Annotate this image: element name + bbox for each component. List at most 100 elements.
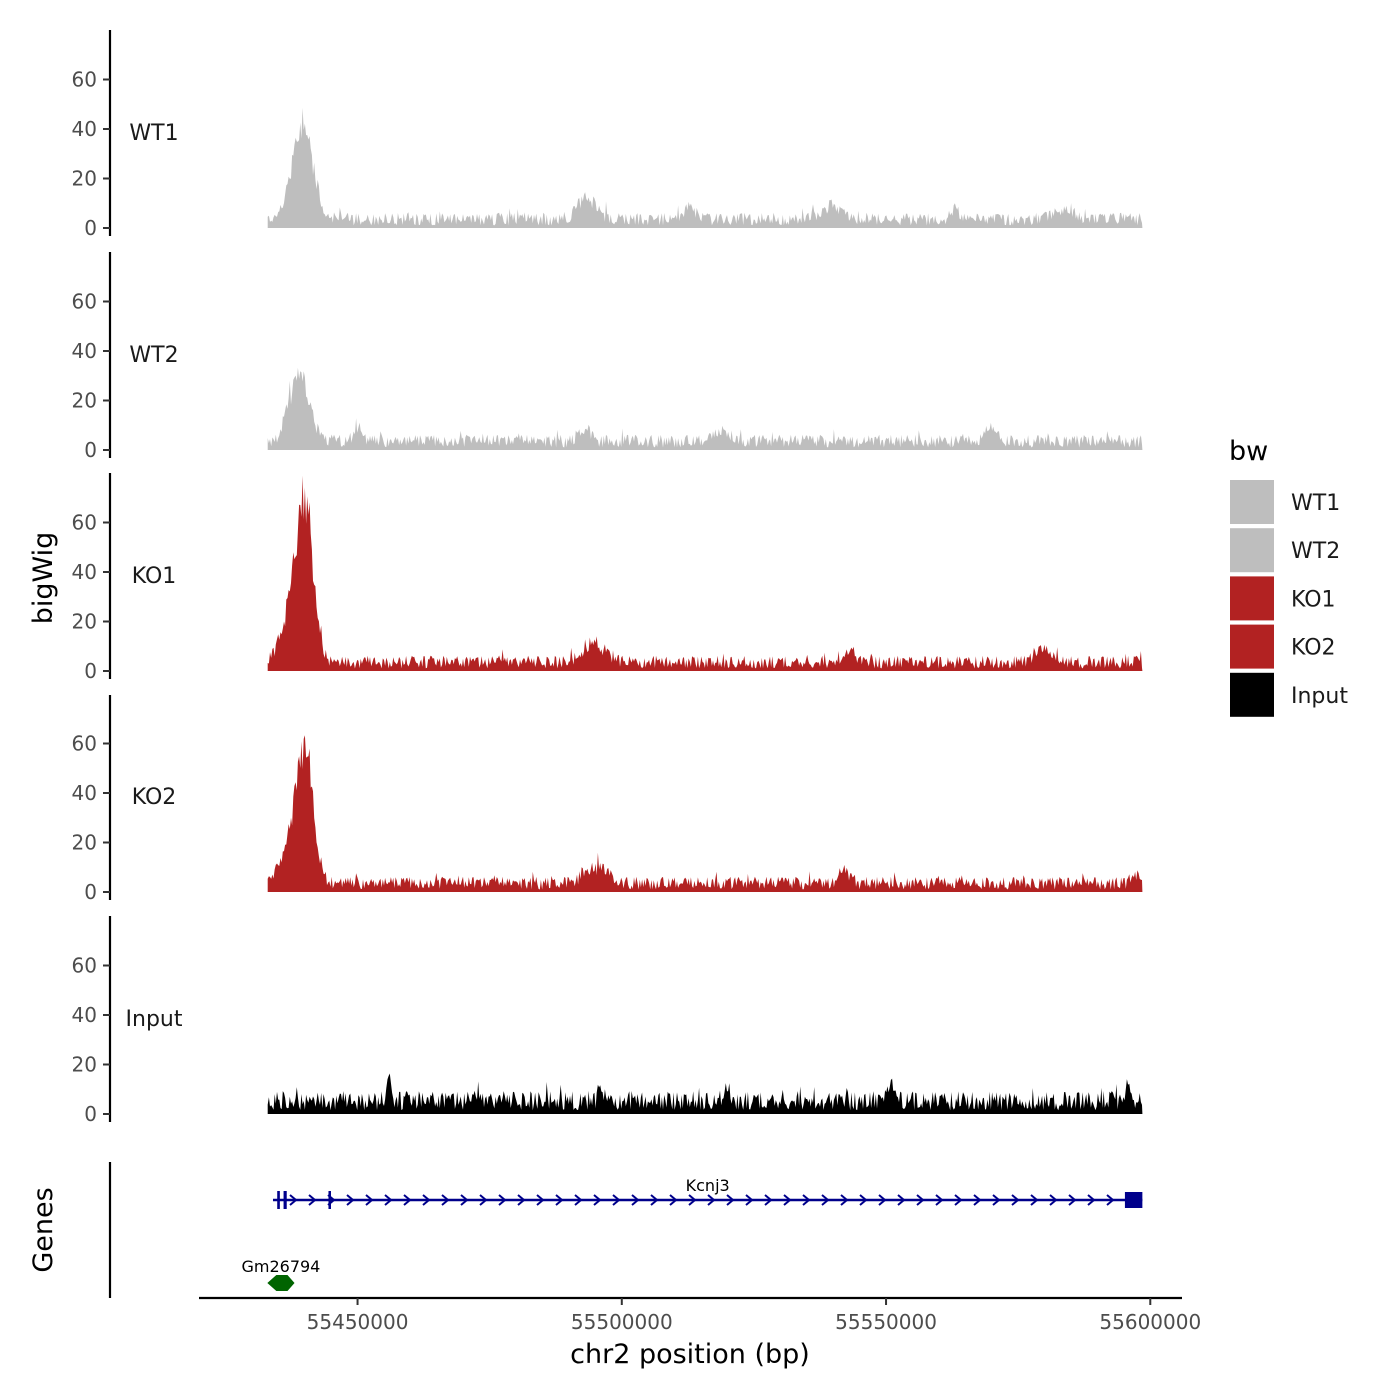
genes-axis-title: Genes — [28, 1187, 59, 1272]
legend-entry-input: Input — [1230, 672, 1348, 717]
legend-label: KO2 — [1291, 636, 1336, 661]
strand-arrow — [726, 1194, 735, 1206]
legend-label: WT1 — [1291, 491, 1340, 516]
track-ko1: 0 20 40 60 KO1 — [72, 473, 1143, 683]
strand-arrow — [384, 1194, 393, 1206]
strand-arrow — [346, 1194, 355, 1206]
strand-arrow — [650, 1194, 659, 1206]
legend-swatch — [1230, 576, 1274, 621]
signal-area-ko1 — [267, 475, 1143, 671]
gene-label: Kcnj3 — [686, 1176, 730, 1195]
legend-entry-wt1: WT1 — [1230, 480, 1340, 524]
legend-label: KO1 — [1291, 587, 1336, 612]
strand-arrow — [954, 1194, 963, 1206]
track-input: 0 20 40 60 Input — [72, 916, 1143, 1126]
track-label: WT2 — [129, 343, 178, 368]
track-label: KO1 — [132, 564, 177, 589]
strand-arrow — [1011, 1194, 1020, 1206]
gene-kcnj3: Kcnj3 — [272, 1176, 1143, 1209]
x-tick-label: 55500000 — [571, 1310, 673, 1334]
y-tick-label: 20 — [72, 610, 97, 634]
strand-arrow — [631, 1194, 640, 1206]
gene-exon — [328, 1191, 331, 1209]
legend: bw WT1 WT2 KO1 KO2 Input — [1229, 436, 1348, 717]
strand-arrow — [745, 1194, 754, 1206]
signal-area-wt2 — [267, 367, 1143, 450]
y-tick-label: 60 — [72, 511, 97, 535]
strand-arrow — [555, 1194, 564, 1206]
y-tick-label: 40 — [72, 781, 97, 805]
strand-arrow — [327, 1194, 336, 1206]
strand-arrow — [498, 1194, 507, 1206]
y-tick-label: 20 — [72, 831, 97, 855]
y-tick-label: 60 — [72, 290, 97, 314]
legend-swatch — [1230, 624, 1274, 669]
genes-panel: Gm26794 Kcnj3 — [108, 1162, 1143, 1298]
strand-arrow — [821, 1194, 830, 1206]
gene-block — [267, 1275, 295, 1291]
strand-arrow — [593, 1194, 602, 1206]
y-tick-label: 0 — [84, 438, 97, 462]
y-tick-label: 0 — [84, 1102, 97, 1126]
track-ko2: 0 20 40 60 KO2 — [72, 695, 1143, 904]
x-tick-label: 55550000 — [835, 1310, 937, 1334]
gene-exon — [277, 1191, 280, 1209]
strand-arrow — [878, 1194, 887, 1206]
strand-arrow — [802, 1194, 811, 1206]
strand-arrow — [612, 1194, 621, 1206]
y-tick-label: 60 — [72, 68, 97, 92]
strand-arrow — [289, 1194, 298, 1206]
signal-area-ko2 — [267, 735, 1143, 892]
y-tick-label: 0 — [84, 216, 97, 240]
y-tick-label: 20 — [72, 1053, 97, 1077]
strand-arrow — [859, 1194, 868, 1206]
legend-label: WT2 — [1291, 539, 1340, 564]
track-wt1: 0 20 40 60 WT1 — [72, 30, 1143, 240]
x-axis-title: chr2 position (bp) — [570, 1339, 810, 1370]
y-axis-title: bigWig — [28, 532, 59, 625]
x-axis: 55450000 55500000 55550000 55600000 chr2 po… — [199, 1296, 1201, 1370]
strand-arrow — [1049, 1194, 1058, 1206]
strand-arrow — [973, 1194, 982, 1206]
strand-arrow — [992, 1194, 1001, 1206]
legend-swatch — [1230, 480, 1274, 524]
strand-arrow — [935, 1194, 944, 1206]
gene-exon — [283, 1191, 287, 1209]
y-tick-label: 40 — [72, 560, 97, 584]
y-tick-label: 60 — [72, 732, 97, 756]
track-label: WT1 — [129, 121, 178, 146]
legend-entry-ko2: KO2 — [1230, 624, 1336, 669]
signal-tracks: 0 20 40 60 WT1 0 20 40 60 WT2 0 20 40 60 KO1 0 20 40 60 KO2… — [72, 30, 1143, 1126]
y-tick-label: 0 — [84, 880, 97, 904]
legend-entry-wt2: WT2 — [1230, 528, 1340, 573]
strand-arrow — [479, 1194, 488, 1206]
gene-label: Gm26794 — [241, 1257, 320, 1276]
strand-arrow — [1106, 1194, 1115, 1206]
genes-layer: Gm26794 Kcnj3 — [241, 1176, 1143, 1291]
y-tick-label: 60 — [72, 954, 97, 978]
y-tick-label: 40 — [72, 1003, 97, 1027]
strand-arrow — [536, 1194, 545, 1206]
strand-arrow — [308, 1194, 317, 1206]
strand-arrow — [574, 1194, 583, 1206]
strand-arrow — [403, 1194, 412, 1206]
legend-title: bw — [1229, 436, 1268, 467]
strand-arrow — [460, 1194, 469, 1206]
strand-arrow — [783, 1194, 792, 1206]
legend-entries: WT1 WT2 KO1 KO2 Input — [1230, 480, 1348, 717]
strand-arrow — [707, 1194, 716, 1206]
strand-arrow — [916, 1194, 925, 1206]
strand-arrow — [840, 1194, 849, 1206]
y-tick-label: 0 — [84, 659, 97, 683]
strand-arrow — [441, 1194, 450, 1206]
strand-arrow — [688, 1194, 697, 1206]
legend-swatch — [1230, 672, 1274, 717]
signal-area-wt1 — [267, 107, 1143, 228]
strand-arrow — [1030, 1194, 1039, 1206]
y-tick-label: 40 — [72, 117, 97, 141]
x-tick-label: 55450000 — [307, 1310, 409, 1334]
strand-arrow — [669, 1194, 678, 1206]
strand-arrow — [422, 1194, 431, 1206]
strand-arrow — [365, 1194, 374, 1206]
